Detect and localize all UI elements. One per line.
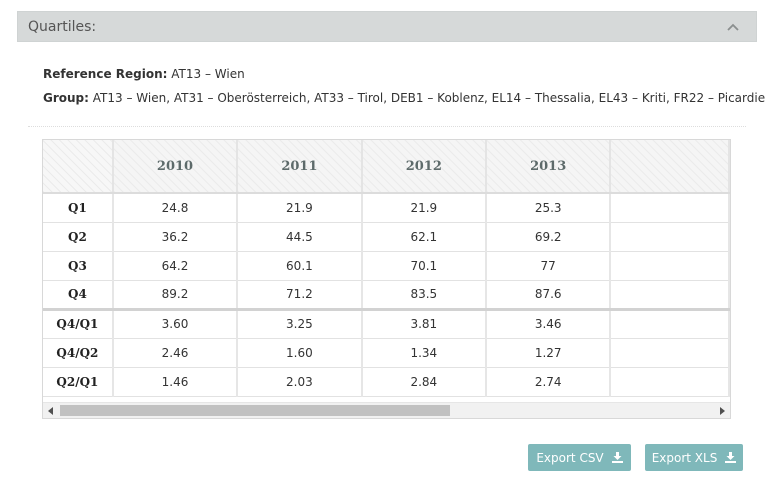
table-cell: 1.60 (237, 338, 363, 368)
arrow-left-icon[interactable] (43, 403, 59, 418)
table-cell: 83.5 (361, 280, 488, 310)
reference-region-value: AT13 – Wien (171, 67, 245, 81)
table-cell: 60.1 (237, 251, 363, 281)
quartiles-panel-header[interactable]: Quartiles: (17, 11, 757, 42)
export-xls-button[interactable]: Export XLS (645, 444, 743, 471)
row-label: Q3 (43, 251, 114, 281)
scrollbar-thumb[interactable] (60, 405, 450, 416)
table-cell: 1.27 (486, 338, 612, 368)
table-cell: 24.8 (112, 193, 239, 223)
table-cell (610, 251, 730, 281)
table-cell: 21.9 (237, 193, 363, 223)
export-csv-label: Export CSV (536, 450, 604, 465)
table-cell (610, 338, 730, 368)
group-label: Group: (43, 91, 89, 105)
arrow-right-icon[interactable] (714, 403, 730, 418)
table-row: Q2 36.2 44.5 62.1 69.2 (43, 222, 730, 252)
year-header: 2013 (486, 140, 612, 194)
table-cell: 2.03 (237, 367, 363, 397)
panel-title: Quartiles: (28, 18, 97, 35)
table-cell: 3.46 (486, 307, 612, 339)
row-label: Q1 (43, 193, 114, 223)
table-cell: 3.81 (361, 307, 488, 339)
export-csv-button[interactable]: Export CSV (528, 444, 631, 471)
table-cell: 2.84 (361, 367, 488, 397)
year-header: 2010 (112, 140, 239, 194)
reference-region: Reference Region: AT13 – Wien (43, 67, 245, 81)
group-regions: Group: AT13 – Wien, AT31 – Oberösterreic… (43, 91, 765, 105)
row-label: Q4 (43, 280, 114, 310)
horizontal-scrollbar[interactable] (43, 402, 730, 418)
row-label: Q2 (43, 222, 114, 252)
table-cell: 2.46 (112, 338, 239, 368)
table-header-row: 2010 2011 2012 2013 (43, 140, 730, 194)
year-header: 2012 (361, 140, 488, 194)
table-row: Q3 64.2 60.1 70.1 77 (43, 251, 730, 281)
row-label: Q2/Q1 (43, 367, 114, 397)
table-cell (610, 367, 730, 397)
table-cell (610, 307, 730, 339)
table-cell: 25.3 (486, 193, 612, 223)
table-cell: 89.2 (112, 280, 239, 310)
table-cell: 2.74 (486, 367, 612, 397)
table-cell (610, 193, 730, 223)
group-value: AT13 – Wien, AT31 – Oberösterreich, AT33… (92, 91, 766, 105)
table-row: Q4/Q1 3.60 3.25 3.81 3.46 (43, 307, 730, 339)
table-cell (610, 280, 730, 310)
table-cell: 21.9 (361, 193, 488, 223)
row-label: Q4/Q1 (43, 307, 114, 339)
table-cell: 62.1 (361, 222, 488, 252)
table-row: Q4/Q2 2.46 1.60 1.34 1.27 (43, 338, 730, 368)
table-cell (610, 222, 730, 252)
table-row: Q1 24.8 21.9 21.9 25.3 (43, 193, 730, 223)
table-cell: 64.2 (112, 251, 239, 281)
quartiles-table-container[interactable]: 2010 2011 2012 2013 Q1 24.8 21.9 21.9 25… (42, 139, 731, 419)
table-corner-cell (43, 140, 114, 194)
export-xls-label: Export XLS (651, 450, 718, 465)
table-cell: 36.2 (112, 222, 239, 252)
year-header: 2011 (237, 140, 363, 194)
table-cell: 87.6 (486, 280, 612, 310)
chevron-up-icon[interactable] (726, 20, 740, 34)
table-cell: 71.2 (237, 280, 363, 310)
table-cell: 1.34 (361, 338, 488, 368)
row-label: Q4/Q2 (43, 338, 114, 368)
table-row: Q2/Q1 1.46 2.03 2.84 2.74 (43, 367, 730, 397)
table-cell: 77 (486, 251, 612, 281)
quartiles-table: 2010 2011 2012 2013 Q1 24.8 21.9 21.9 25… (43, 140, 730, 397)
reference-region-label: Reference Region: (43, 67, 168, 81)
table-row: Q4 89.2 71.2 83.5 87.6 (43, 280, 730, 310)
table-cell: 44.5 (237, 222, 363, 252)
separator (28, 126, 746, 127)
table-cell: 69.2 (486, 222, 612, 252)
download-icon (725, 452, 737, 463)
table-cell: 3.25 (237, 307, 363, 339)
table-cell: 1.46 (112, 367, 239, 397)
year-header (610, 140, 730, 194)
download-icon (611, 452, 623, 463)
table-cell: 70.1 (361, 251, 488, 281)
table-cell: 3.60 (112, 307, 239, 339)
